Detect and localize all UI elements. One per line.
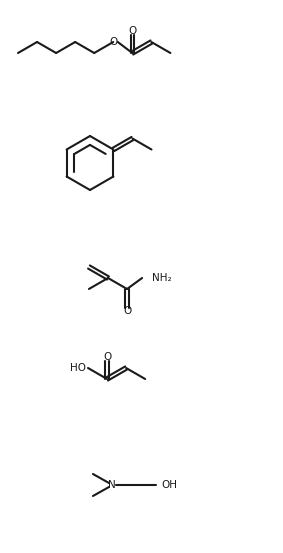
Text: NH₂: NH₂ bbox=[152, 273, 172, 283]
Text: O: O bbox=[128, 26, 136, 36]
Text: O: O bbox=[103, 352, 111, 362]
Text: OH: OH bbox=[161, 480, 177, 490]
Text: HO: HO bbox=[70, 363, 86, 373]
Text: O: O bbox=[123, 306, 131, 316]
Text: O: O bbox=[109, 37, 117, 47]
Text: N: N bbox=[108, 480, 116, 490]
